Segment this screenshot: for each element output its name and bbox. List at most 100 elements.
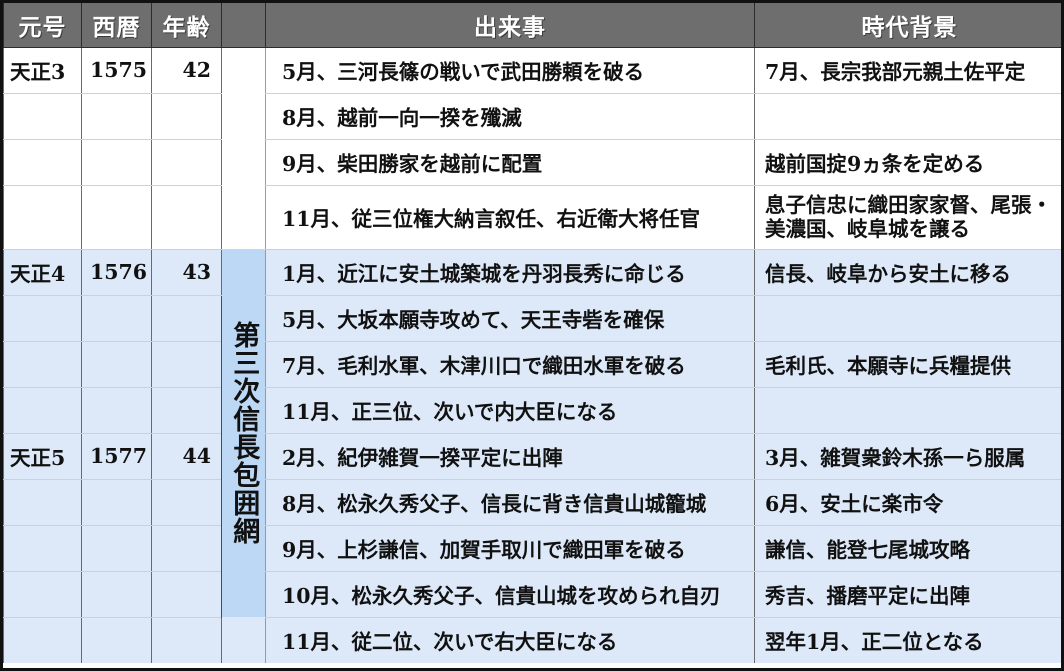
cell-year [81,616,152,663]
cell-era [3,138,82,186]
cell-age: 43 [151,248,222,296]
cell-background: 7月、長宗我部元親土佐平定 [754,46,1061,94]
cell-year [81,478,152,526]
cell-age [151,386,222,434]
cell-background: 6月、安土に楽市令 [754,478,1061,526]
cell-background-text: 信長、岐阜から安土に移る [765,262,1011,286]
cell-event: 9月、上杉謙信、加賀手取川で織田軍を破る [265,524,755,572]
cell-age [151,294,222,342]
table-row: 天正3 1575 42 5月、三河長篠の戦いで武田勝頼を破る 7月、長宗我部元親土佐平定 [3,46,1061,94]
cell-event: 11月、従三位権大納言叙任、右近衛大将任官 [265,184,755,250]
cell-background-text: 翌年1月、正二位となる [765,630,984,655]
cell-age-text: 42 [182,58,211,82]
table-row: 8月、越前一向一揆を殲滅 [3,92,1061,140]
cell-year [81,294,152,342]
cell-age [151,570,222,618]
cell-era-text: 天正5 [10,446,66,470]
header-band-spacer [221,3,266,48]
cell-event-text: 9月、上杉謙信、加賀手取川で織田軍を破る [282,538,686,562]
cell-year-text: 1577 [90,444,148,468]
cell-event-text: 7月、毛利水軍、木津川口で織田水軍を破る [282,354,686,378]
header-event: 出来事 [265,3,755,48]
cell-background: 越前国掟9ヵ条を定める [754,138,1061,186]
cell-age-text: 43 [182,260,211,284]
cell-year [81,184,152,250]
cell-event: 2月、紀伊雑賀一揆平定に出陣 [265,432,755,480]
cell-background: 信長、岐阜から安土に移る [754,248,1061,296]
cell-age [151,138,222,186]
header-background: 時代背景 [754,3,1061,48]
cell-era [3,184,82,250]
table-header: 元号 西暦 年齢 出来事 時代背景 [3,3,1061,48]
cell-era [3,92,82,140]
cell-background: 謙信、能登七尾城攻略 [754,524,1061,572]
cell-event-text: 10月、松永久秀父子、信貴山城を攻められ自刃 [282,584,721,608]
cell-year [81,524,152,572]
band-empty-cell [221,47,266,93]
encirclement-band: 第三次信長包囲網 [221,249,266,617]
cell-background: 秀吉、播磨平定に出陣 [754,570,1061,618]
cell-event: 5月、大坂本願寺攻めて、天王寺砦を確保 [265,294,755,342]
cell-background [754,92,1061,140]
cell-event: 7月、毛利水軍、木津川口で織田水軍を破る [265,340,755,388]
band-empty-cell [221,93,266,139]
cell-age: 42 [151,46,222,94]
header-year: 西暦 [81,3,152,48]
header-row: 元号 西暦 年齢 出来事 時代背景 [3,3,1061,48]
cell-event-text: 11月、従二位、次いで右大臣になる [282,630,618,655]
cell-event: 10月、松永久秀父子、信貴山城を攻められ自刃 [265,570,755,618]
cell-background-text: 6月、安土に楽市令 [765,492,944,516]
cell-event-text: 2月、紀伊雑賀一揆平定に出陣 [282,446,563,470]
cell-year-text: 1576 [90,260,148,284]
cell-year [81,138,152,186]
cell-era [3,616,82,663]
cell-era [3,294,82,342]
cell-year [81,386,152,434]
cell-background [754,294,1061,342]
cell-background: 翌年1月、正二位となる [754,616,1061,663]
cell-year-text: 1575 [90,58,148,82]
cell-age [151,524,222,572]
cell-era [3,570,82,618]
cell-background: 毛利氏、本願寺に兵糧提供 [754,340,1061,388]
cell-event: 11月、従二位、次いで右大臣になる [265,616,755,663]
cell-background-text: 越前国掟9ヵ条を定める [765,152,985,176]
cell-event: 9月、柴田勝家を越前に配置 [265,138,755,186]
timeline-table: 元号 西暦 年齢 出来事 時代背景 天正3 1575 42 5月、三河長篠の戦いで武田… [3,3,1061,663]
encirclement-band-label: 第三次信長包囲網 [228,321,260,545]
table-row: 9月、柴田勝家を越前に配置 越前国掟9ヵ条を定める [3,138,1061,186]
cell-event-text: 5月、三河長篠の戦いで武田勝頼を破る [282,60,645,84]
band-empty-cell [221,139,266,185]
cell-age [151,616,222,663]
table-row: 11月、従三位権大納言叙任、右近衛大将任官 息子信忠に織田家家督、尾張・美濃国、岐… [3,184,1061,250]
cell-era: 天正3 [3,46,82,94]
cell-event-text: 11月、正三位、次いで内大臣になる [282,400,618,424]
cell-event-text: 5月、大坂本願寺攻めて、天王寺砦を確保 [282,308,665,332]
table-row: 7月、毛利水軍、木津川口で織田水軍を破る 毛利氏、本願寺に兵糧提供 [3,340,1061,388]
cell-background-text: 息子信忠に織田家家督、尾張・美濃国、岐阜城を譲る [765,193,1052,241]
cell-event-text: 8月、越前一向一揆を殲滅 [282,106,522,130]
cell-background-text: 3月、雑賀衆鈴木孫一ら服属 [765,446,1026,470]
cell-event: 1月、近江に安土城築城を丹羽長秀に命じる [265,248,755,296]
cell-year [81,340,152,388]
cell-year: 1576 [81,248,152,296]
cell-background-text: 謙信、能登七尾城攻略 [765,538,970,562]
cell-background-text: 7月、長宗我部元親土佐平定 [765,60,1026,84]
header-age: 年齢 [151,3,222,48]
cell-era: 天正4 [3,248,82,296]
table-row: 8月、松永久秀父子、信長に背き信貴山城籠城 6月、安土に楽市令 [3,478,1061,526]
cell-age-text: 44 [182,444,211,468]
cell-background-text: 毛利氏、本願寺に兵糧提供 [765,354,1011,378]
encirclement-band-inner: 第三次信長包囲網 [223,249,266,617]
cell-background [754,386,1061,434]
cell-era [3,478,82,526]
table-row: 10月、松永久秀父子、信貴山城を攻められ自刃 秀吉、播磨平定に出陣 [3,570,1061,618]
cell-event-text: 1月、近江に安土城築城を丹羽長秀に命じる [282,262,686,286]
cell-background: 息子信忠に織田家家督、尾張・美濃国、岐阜城を譲る [754,184,1061,250]
cell-age [151,92,222,140]
cell-age [151,478,222,526]
table-row: 天正4 1576 43 第三次信長包囲網 1月、近江に安土城築城を丹羽長秀に命じる 信長、… [3,248,1061,617]
band-empty-cell [221,617,266,663]
table-row: 11月、従二位、次いで右大臣になる 翌年1月、正二位となる [3,616,1061,663]
